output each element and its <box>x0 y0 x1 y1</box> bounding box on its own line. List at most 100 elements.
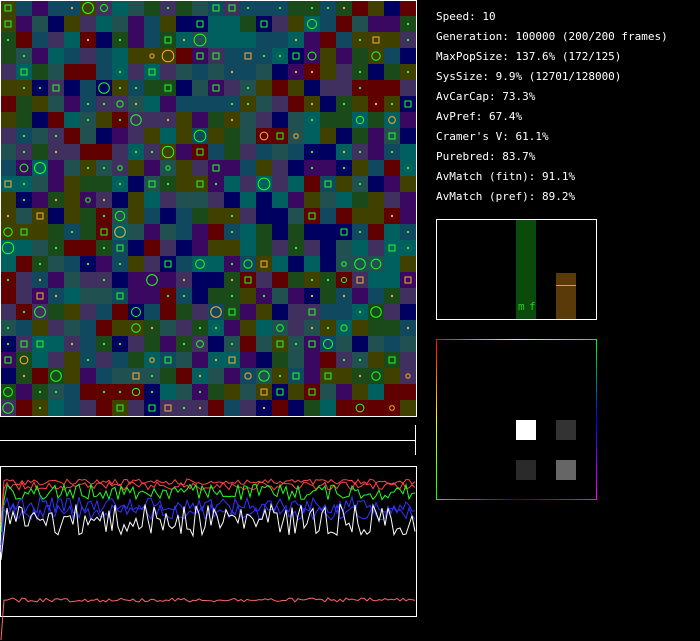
cell <box>224 304 240 320</box>
agent <box>19 355 29 365</box>
cell <box>144 400 160 416</box>
stat-line: SysSize: 9.9% (12701/128000) <box>436 70 621 83</box>
agent <box>103 199 105 201</box>
cell <box>368 32 384 48</box>
cell <box>80 128 96 144</box>
cell <box>384 160 400 176</box>
cell <box>224 80 240 96</box>
cell <box>192 304 208 320</box>
agent <box>279 7 281 9</box>
cell <box>112 352 128 368</box>
cell <box>400 80 416 96</box>
cell <box>320 160 336 176</box>
agent <box>210 306 222 318</box>
cell <box>384 352 400 368</box>
agent <box>39 263 41 265</box>
cell <box>64 176 80 192</box>
bar-label: f <box>529 300 536 313</box>
bar-m <box>516 220 536 319</box>
cell <box>16 288 32 304</box>
cell <box>176 80 192 96</box>
cell <box>112 160 128 176</box>
cell <box>176 224 192 240</box>
agent <box>100 228 108 236</box>
agent <box>231 215 233 217</box>
cell <box>224 32 240 48</box>
cell <box>304 352 320 368</box>
agent <box>343 359 345 361</box>
cell <box>368 80 384 96</box>
cell <box>224 240 240 256</box>
cell <box>224 192 240 208</box>
cell <box>48 176 64 192</box>
cell <box>240 384 256 400</box>
agent <box>55 295 57 297</box>
cell <box>352 400 368 416</box>
agent <box>116 244 124 252</box>
cell <box>320 352 336 368</box>
agent <box>407 167 409 169</box>
agent <box>199 327 201 329</box>
cell <box>32 96 48 112</box>
agent <box>295 71 297 73</box>
cell <box>48 0 64 16</box>
agent <box>55 391 57 393</box>
cell <box>368 336 384 352</box>
agent <box>193 129 207 143</box>
agent <box>407 71 409 73</box>
cell <box>240 256 256 272</box>
agent <box>164 36 172 44</box>
cell <box>16 112 32 128</box>
cell <box>96 176 112 192</box>
agent <box>193 33 207 47</box>
cell <box>144 80 160 96</box>
agent <box>7 279 9 281</box>
cell <box>64 288 80 304</box>
agent <box>183 295 185 297</box>
cell <box>208 48 224 64</box>
agent <box>71 231 73 233</box>
cell <box>240 160 256 176</box>
cell <box>208 368 224 384</box>
agent <box>231 343 233 345</box>
cell <box>336 368 352 384</box>
cell <box>64 272 80 288</box>
agent <box>36 340 44 348</box>
cell <box>272 336 288 352</box>
cell <box>16 336 32 352</box>
cell <box>240 352 256 368</box>
cell <box>272 160 288 176</box>
cell <box>336 304 352 320</box>
agent <box>279 375 281 377</box>
cell <box>208 32 224 48</box>
agent <box>39 407 41 409</box>
cell <box>144 160 160 176</box>
cell <box>240 288 256 304</box>
agent <box>407 327 409 329</box>
agent <box>4 356 12 364</box>
cell <box>288 80 304 96</box>
cell <box>0 160 16 176</box>
cell <box>352 192 368 208</box>
cell <box>192 288 208 304</box>
agent <box>307 51 317 61</box>
agent <box>4 4 12 12</box>
cell <box>48 208 64 224</box>
cell <box>96 0 112 16</box>
agent <box>244 276 252 284</box>
cell <box>336 32 352 48</box>
agent <box>119 87 121 89</box>
cell <box>48 256 64 272</box>
cell <box>288 0 304 16</box>
cell <box>48 160 64 176</box>
cell <box>0 80 16 96</box>
cell <box>160 352 176 368</box>
cell <box>384 240 400 256</box>
cell <box>64 112 80 128</box>
cell <box>320 368 336 384</box>
cell <box>0 128 16 144</box>
cell <box>32 128 48 144</box>
cell <box>240 272 256 288</box>
cell <box>288 176 304 192</box>
cell <box>368 352 384 368</box>
